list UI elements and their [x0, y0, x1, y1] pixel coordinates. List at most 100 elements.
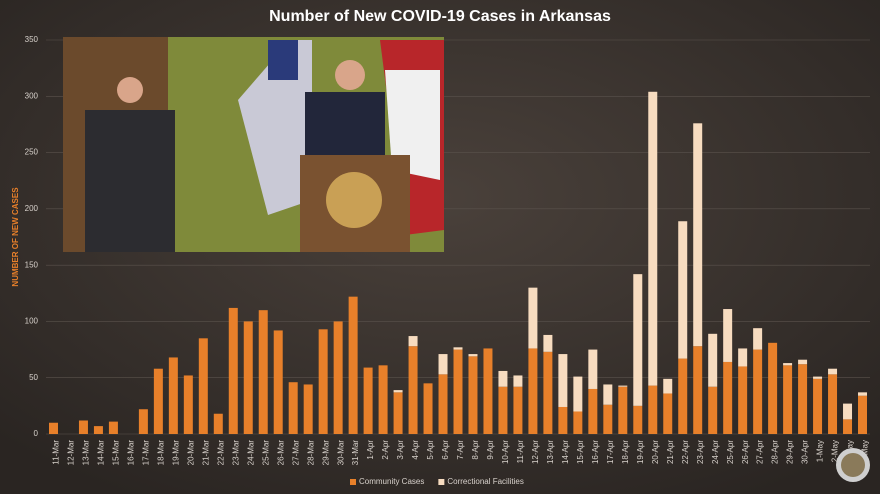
bar-segment — [633, 405, 643, 434]
x-tick-label: 28-Apr — [771, 440, 780, 464]
bar-segment — [438, 354, 448, 375]
x-tick-label: 13-Mar — [82, 440, 91, 466]
bar-segment — [288, 382, 298, 434]
bar-segment — [858, 392, 868, 396]
bar-segment — [723, 361, 733, 434]
bar-segment — [633, 274, 643, 406]
bar-segment — [843, 419, 853, 434]
x-tick-label: 27-Apr — [756, 440, 765, 464]
x-tick-label: 27-Mar — [291, 440, 300, 466]
x-tick-label: 15-Mar — [112, 440, 121, 466]
legend-swatch — [350, 479, 356, 485]
bar-segment — [408, 346, 418, 434]
x-tick-label: 30-Mar — [336, 440, 345, 466]
x-tick-label: 9-Apr — [486, 440, 495, 460]
x-tick-label: 18-Mar — [156, 440, 165, 466]
bar-segment — [708, 386, 718, 434]
bar-segment — [723, 309, 733, 362]
x-tick-label: 24-Apr — [711, 440, 720, 464]
bar-segment — [603, 384, 613, 405]
x-tick-label: 14-Mar — [97, 440, 106, 466]
bar-segment — [108, 421, 118, 434]
bar-segment — [468, 354, 478, 357]
x-tick-label: 29-Mar — [321, 440, 330, 466]
bar-segment — [648, 385, 658, 434]
bar-segment — [618, 385, 628, 387]
x-tick-label: 19-Mar — [171, 440, 180, 466]
bar-segment — [648, 91, 658, 386]
x-tick-label: 12-Mar — [67, 440, 76, 466]
x-tick-label: 10-Apr — [501, 440, 510, 464]
bar-segment — [408, 336, 418, 347]
bar-segment — [93, 426, 103, 434]
x-tick-label: 20-Apr — [651, 440, 660, 464]
x-tick-label: 22-Mar — [216, 440, 225, 466]
bar-segment — [828, 374, 838, 434]
bar-segment — [438, 374, 448, 434]
x-tick-label: 1-May — [816, 440, 825, 462]
bar-segment — [753, 328, 763, 350]
bar-segment — [708, 333, 718, 387]
x-tick-label: 25-Mar — [261, 440, 270, 466]
bar-segment — [663, 378, 673, 394]
bar-segment — [243, 321, 253, 434]
x-tick-label: 28-Mar — [306, 440, 315, 466]
x-tick-label: 31-Mar — [351, 440, 360, 466]
bar-segment — [783, 363, 793, 366]
bar-segment — [348, 296, 358, 434]
x-tick-label: 8-Apr — [471, 440, 480, 460]
x-tick-label: 17-Apr — [606, 440, 615, 464]
x-tick-label: 5-Apr — [426, 440, 435, 460]
bar-segment — [498, 370, 508, 387]
x-tick-label: 2-May — [831, 440, 840, 462]
y-tick-label: 250 — [25, 148, 39, 157]
bar-segment — [738, 348, 748, 367]
bar-segment — [663, 393, 673, 434]
bar-segment — [483, 348, 493, 434]
bar-segment — [753, 349, 763, 434]
x-tick-label: 16-Mar — [127, 440, 136, 466]
x-tick-label: 16-Apr — [591, 440, 600, 464]
bar-segment — [138, 409, 148, 434]
x-tick-label: 17-Mar — [141, 440, 150, 466]
y-axis-label: NUMBER OF NEW CASES — [11, 187, 20, 287]
bar-segment — [378, 365, 388, 434]
x-tick-label: 21-Mar — [201, 440, 210, 466]
bar-segment — [213, 413, 223, 434]
x-tick-label: 15-Apr — [576, 440, 585, 464]
legend-label: Community Cases — [359, 477, 424, 486]
bar-segment — [693, 123, 703, 347]
bar-segment — [543, 351, 553, 434]
bar-segment — [153, 368, 163, 434]
bar-segment — [798, 359, 808, 365]
x-tick-label: 3-Apr — [396, 440, 405, 460]
bar-segment — [558, 354, 568, 407]
seal — [836, 448, 870, 482]
bar-segment — [693, 346, 703, 434]
bar-segment — [573, 376, 583, 412]
bar-segment — [783, 365, 793, 434]
x-tick-label: 26-Mar — [276, 440, 285, 466]
y-tick-label: 300 — [25, 91, 39, 100]
bar-segment — [528, 287, 538, 349]
bar-segment — [813, 378, 823, 434]
x-tick-label: 1-Apr — [366, 440, 375, 460]
bar-segment — [558, 406, 568, 434]
bar-segment — [333, 321, 343, 434]
x-tick-label: 18-Apr — [621, 440, 630, 464]
bar-segment — [198, 338, 208, 434]
bar-segment — [798, 364, 808, 434]
x-tick-label: 11-Apr — [516, 440, 525, 464]
x-tick-label: 21-Apr — [666, 440, 675, 464]
x-tick-label: 23-Apr — [696, 440, 705, 464]
bar-segment — [678, 358, 688, 434]
bar-segment — [183, 375, 193, 434]
x-tick-label: 12-Apr — [531, 440, 540, 464]
bar-segment — [588, 349, 598, 389]
x-tick-label: 11-Mar — [52, 440, 61, 465]
bar-segment — [498, 386, 508, 434]
bar-segment — [543, 334, 553, 352]
x-tick-label: 29-Apr — [786, 440, 795, 464]
